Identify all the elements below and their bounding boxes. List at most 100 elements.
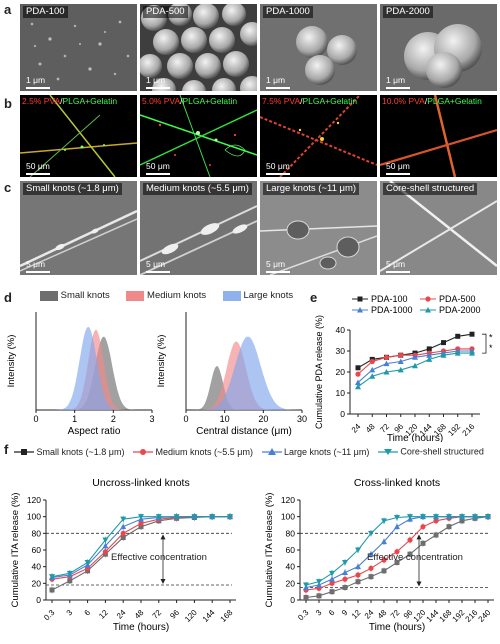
significance-mark: *: [489, 333, 493, 343]
sem-image-pda-100: PDA-100 1 μm: [20, 4, 137, 91]
data-point: [138, 520, 144, 526]
data-point: [355, 572, 361, 578]
data-point: [368, 530, 374, 537]
fluorescence-image-2-5-pva: 2.5% PVA/PLGA+Gelatin 50 μm: [20, 95, 137, 177]
sem-label: Large knots (~11 μm): [263, 183, 360, 195]
scale-label: 50 μm: [26, 161, 50, 171]
data-point: [394, 523, 400, 530]
sem-image-pda-2000: PDA-2000 1 μm: [380, 4, 497, 91]
data-point: [102, 537, 109, 543]
legend-label-small: Small knots: [60, 290, 110, 301]
x-tick-label: 3: [149, 414, 154, 424]
x-tick-label: 24: [350, 422, 363, 435]
scale-label: 1 μm: [386, 75, 406, 85]
data-point: [102, 542, 109, 549]
y-tick-label: 60: [286, 545, 296, 555]
legend-marker: [425, 296, 431, 302]
data-point: [316, 579, 322, 585]
legend-marker-core: [377, 448, 398, 455]
arrow-head: [416, 534, 422, 540]
fluorescence-label: 10.0% PVA/PLGA+Gelatin: [382, 96, 482, 106]
annotation-label: Effective concentration: [111, 552, 207, 563]
arrow-head: [416, 581, 422, 587]
data-point: [420, 514, 426, 520]
fluorescence-label: 7.5% PVA/PLGA+Gelatin: [262, 96, 358, 106]
x-tick-label: 168: [219, 608, 235, 624]
legend-label: PDA-500: [439, 294, 476, 304]
sem-image-pda-1000: PDA-1000 1 μm: [260, 4, 377, 91]
chart-title: Cross-linked knots: [354, 477, 440, 489]
sem-image-large-knots: Large knots (~11 μm) 5 μm: [260, 181, 377, 275]
scale-label: 50 μm: [266, 161, 290, 171]
y-axis-label: Cumulative PDA release (%): [314, 315, 324, 429]
data-point: [173, 514, 180, 520]
x-tick-label: 20: [258, 414, 268, 424]
data-point: [120, 535, 126, 540]
y-tick-label: 0: [290, 595, 295, 605]
arrow-head: [160, 534, 166, 540]
x-axis-label: Aspect ratio: [68, 426, 121, 437]
data-point: [472, 514, 478, 520]
y-tick-label: 80: [286, 528, 296, 538]
y-tick-label: 20: [286, 578, 296, 588]
scale-label: 50 μm: [386, 161, 410, 171]
panel-f-legend: Small knots (~1.8 μm) Medium knots (~5.5…: [14, 446, 500, 460]
scale-bar: [146, 87, 170, 89]
data-point: [433, 514, 439, 520]
x-tick-label: 0.3: [42, 608, 57, 623]
data-point: [446, 514, 452, 520]
x-tick-label: 24: [115, 608, 128, 621]
data-point: [355, 379, 361, 385]
panel-letter-f: f: [4, 442, 9, 457]
significance-bracket: [482, 333, 487, 354]
panel-d-legend: Small knots Medium knots Large knots: [40, 290, 300, 304]
y-tick-label: 100: [27, 512, 41, 522]
data-point: [397, 366, 404, 373]
data-point: [426, 356, 433, 362]
x-tick-label: 30: [297, 414, 307, 424]
scale-bar: [386, 271, 410, 273]
y-axis-label: Intensity (%): [156, 335, 167, 388]
data-point: [102, 549, 108, 555]
legend-label: PDA-2000: [439, 305, 481, 315]
legend-swatch-medium: [126, 290, 145, 301]
y-tick-label: 40: [286, 562, 296, 572]
data-point: [49, 574, 55, 580]
scale-label: 5 μm: [386, 259, 406, 269]
x-tick-label: 24: [363, 608, 376, 621]
data-point: [355, 365, 361, 371]
data-point: [433, 518, 439, 524]
data-point: [227, 514, 233, 520]
panel-letter-b: b: [4, 96, 12, 111]
x-tick-label: 12: [350, 608, 363, 621]
x-axis-label: Time (hours): [369, 622, 425, 633]
scale-label: 1 μm: [266, 75, 286, 85]
y-tick-label: 0: [340, 409, 345, 419]
data-point: [316, 593, 322, 599]
legend-swatch-small: [40, 290, 58, 301]
y-axis-label: Intensity (%): [6, 335, 17, 388]
data-point: [329, 576, 335, 582]
legend-label-core: Core-shell structured: [400, 446, 484, 457]
x-tick-label: 144: [201, 608, 217, 624]
legend-label-medium: Medium knots: [147, 290, 207, 301]
x-tick-label: 72: [151, 608, 164, 621]
data-point: [412, 362, 418, 369]
sem-label: Medium knots (~5.5 μm): [143, 183, 252, 195]
data-point: [426, 352, 433, 358]
x-tick-label: 10: [220, 414, 230, 424]
data-point: [383, 360, 390, 367]
data-point: [394, 560, 400, 565]
data-point: [381, 518, 387, 524]
data-point: [441, 340, 446, 346]
data-point: [355, 383, 361, 390]
scale-bar: [266, 173, 290, 175]
y-tick-label: 100: [281, 512, 295, 522]
data-point: [191, 514, 198, 520]
data-point: [420, 540, 426, 546]
x-tick-label: 96: [168, 608, 181, 621]
legend-marker-medium: [133, 448, 153, 455]
y-tick-label: 120: [281, 495, 295, 505]
data-point: [397, 358, 404, 364]
fluorescence-label: 2.5% PVA/PLGA+Gelatin: [22, 96, 118, 106]
